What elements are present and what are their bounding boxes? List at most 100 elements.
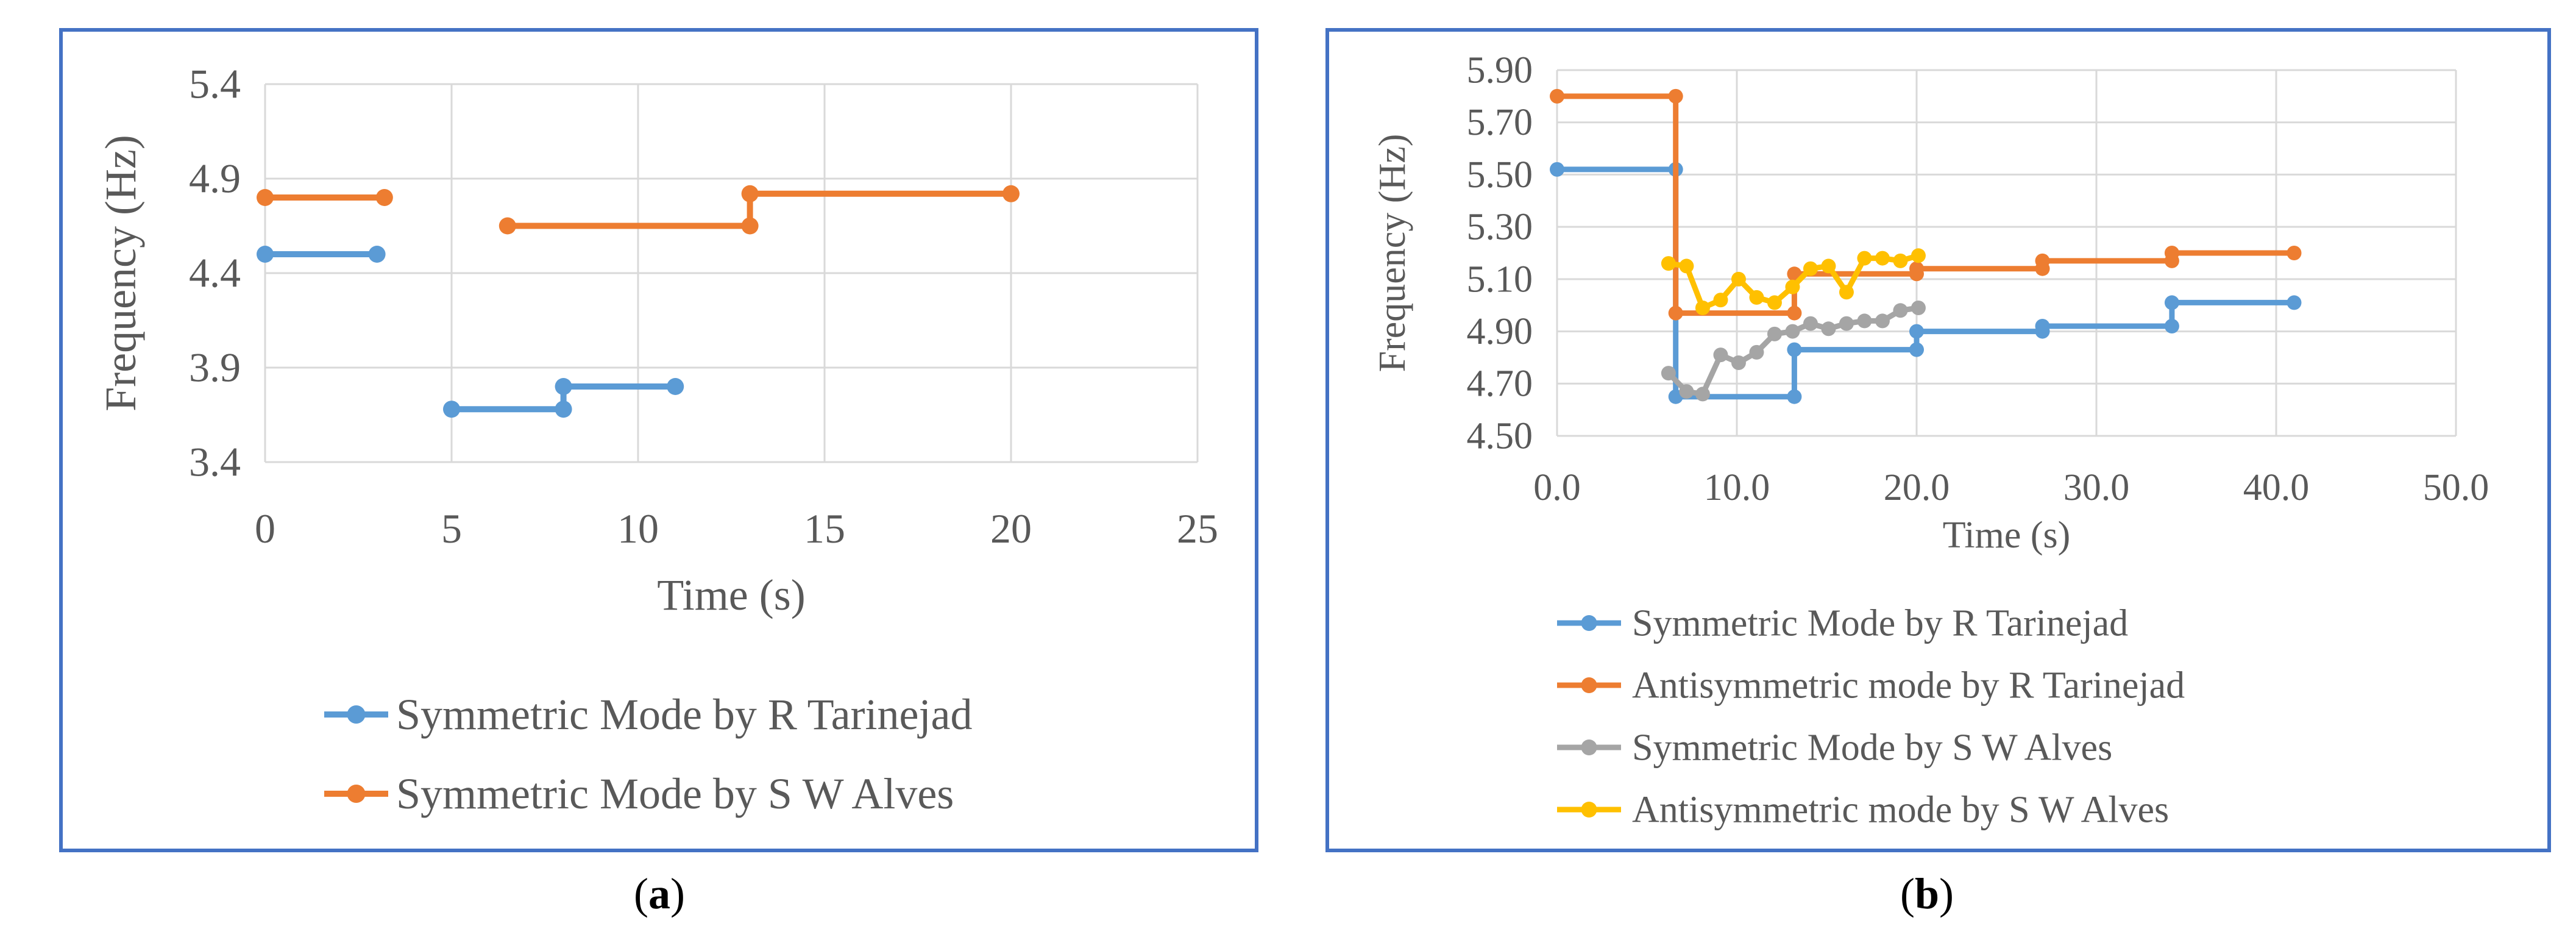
data-point xyxy=(1787,342,1802,357)
y-tick-label: 5.4 xyxy=(189,60,241,107)
data-point xyxy=(257,246,274,263)
data-point xyxy=(741,217,759,235)
chart-panel-b-frame xyxy=(1325,28,2551,852)
legend-label: Antisymmetric mode by S W Alves xyxy=(1632,789,2169,830)
x-tick-label: 0.0 xyxy=(1533,467,1581,508)
chart-panel-a-frame xyxy=(59,28,1258,852)
data-point xyxy=(1661,256,1676,271)
chart-b: 4.50 4.70 4.90 5.10 5.30 5.50 5.70 5.90 0.0 10.0 2… xyxy=(1372,49,2489,830)
y-tick-label: 5.70 xyxy=(1467,102,1533,143)
data-point xyxy=(1661,366,1676,381)
y-tick-label: 3.9 xyxy=(189,344,241,390)
x-axis-label: Time (s) xyxy=(657,571,805,619)
caption-b: (b) xyxy=(1900,869,1954,918)
data-point xyxy=(1550,162,1564,177)
legend-marker xyxy=(1581,677,1597,693)
data-point xyxy=(375,189,393,206)
series-3 xyxy=(1661,301,1926,402)
caption-a: (a) xyxy=(634,869,685,918)
data-point xyxy=(1787,305,1802,321)
y-tick-label: 5.30 xyxy=(1467,207,1533,248)
data-point xyxy=(2035,319,2050,333)
data-point xyxy=(2035,253,2050,268)
y-tick-label: 4.4 xyxy=(189,249,241,296)
data-point xyxy=(1911,301,1926,315)
legend-label: Symmetric Mode by R Tarinejad xyxy=(396,690,972,739)
series-1 xyxy=(1550,162,2302,404)
data-point xyxy=(2287,295,2302,310)
series-line xyxy=(1554,93,2297,316)
data-point xyxy=(1909,342,1924,357)
data-point xyxy=(1911,248,1926,263)
data-point xyxy=(2287,246,2302,260)
data-point xyxy=(1839,316,1854,331)
x-tick-label: 15 xyxy=(804,505,845,552)
data-point xyxy=(1909,324,1924,339)
series-line xyxy=(449,383,679,413)
data-point xyxy=(1679,258,1694,274)
data-point xyxy=(1857,251,1872,266)
legend-label: Antisymmetric mode by R Tarinejad xyxy=(1632,664,2185,706)
legend-entry: Antisymmetric mode by R Tarinejad xyxy=(1557,664,2185,706)
data-point xyxy=(1821,258,1836,274)
data-point xyxy=(1749,290,1764,305)
data-point xyxy=(1787,389,1802,404)
x-tick-label: 10.0 xyxy=(1704,467,1770,508)
y-axis-label: Frequency (Hz) xyxy=(96,135,145,411)
y-tick-label: 5.10 xyxy=(1467,258,1533,300)
series-line xyxy=(1554,166,2297,400)
series-4 xyxy=(1661,248,1926,315)
legend-marker xyxy=(1581,615,1597,631)
legend-entry: Symmetric Mode by S W Alves xyxy=(1557,727,2112,768)
data-point xyxy=(1679,384,1694,399)
data-point xyxy=(2164,295,2179,310)
data-point xyxy=(1713,293,1728,308)
data-point xyxy=(1749,344,1764,360)
data-point xyxy=(1668,88,1683,104)
legend-label: Symmetric Mode by S W Alves xyxy=(1632,727,2112,768)
data-point xyxy=(1875,251,1890,266)
y-tick-label: 5.50 xyxy=(1467,154,1533,196)
data-point xyxy=(2164,319,2179,333)
legend-entry: Symmetric Mode by R Tarinejad xyxy=(324,690,972,739)
data-point xyxy=(1893,253,1908,268)
data-point xyxy=(1767,326,1782,341)
x-tick-label: 5 xyxy=(441,505,462,552)
data-point xyxy=(1731,271,1746,287)
legend-entry: Symmetric Mode by S W Alves xyxy=(324,769,954,818)
legend-entry: Antisymmetric mode by S W Alves xyxy=(1557,789,2169,830)
data-point xyxy=(1909,261,1924,276)
y-tick-label: 4.90 xyxy=(1467,311,1533,352)
legend-label: Symmetric Mode by S W Alves xyxy=(396,769,954,818)
data-point xyxy=(1550,88,1564,104)
data-point xyxy=(257,189,274,206)
data-point xyxy=(1893,303,1908,318)
legend-marker xyxy=(347,785,366,803)
data-point xyxy=(1731,355,1746,370)
y-tick-label: 3.4 xyxy=(189,438,241,485)
legend-marker xyxy=(347,705,366,724)
x-tick-label: 25 xyxy=(1177,505,1218,552)
x-axis-label: Time (s) xyxy=(1943,515,2071,556)
legend-marker xyxy=(1581,739,1597,755)
data-point xyxy=(2164,246,2179,260)
series-2 xyxy=(257,185,1020,235)
data-point xyxy=(1803,316,1818,331)
legend-label: Symmetric Mode by R Tarinejad xyxy=(1632,602,2128,644)
data-point xyxy=(555,401,572,418)
series-2 xyxy=(1550,88,2302,321)
data-point xyxy=(443,401,460,418)
data-point xyxy=(1785,324,1800,339)
data-point xyxy=(368,246,386,263)
x-tick-label: 20.0 xyxy=(1884,467,1950,508)
legend-marker xyxy=(1581,802,1597,818)
data-point xyxy=(1857,313,1872,329)
series-1 xyxy=(257,246,684,418)
data-point xyxy=(499,217,516,235)
y-axis-label: Frequency (Hz) xyxy=(1372,134,1413,372)
x-tick-label: 10 xyxy=(617,505,659,552)
data-point xyxy=(1875,313,1890,329)
y-tick-label: 4.9 xyxy=(189,155,241,201)
data-point xyxy=(1839,285,1854,300)
